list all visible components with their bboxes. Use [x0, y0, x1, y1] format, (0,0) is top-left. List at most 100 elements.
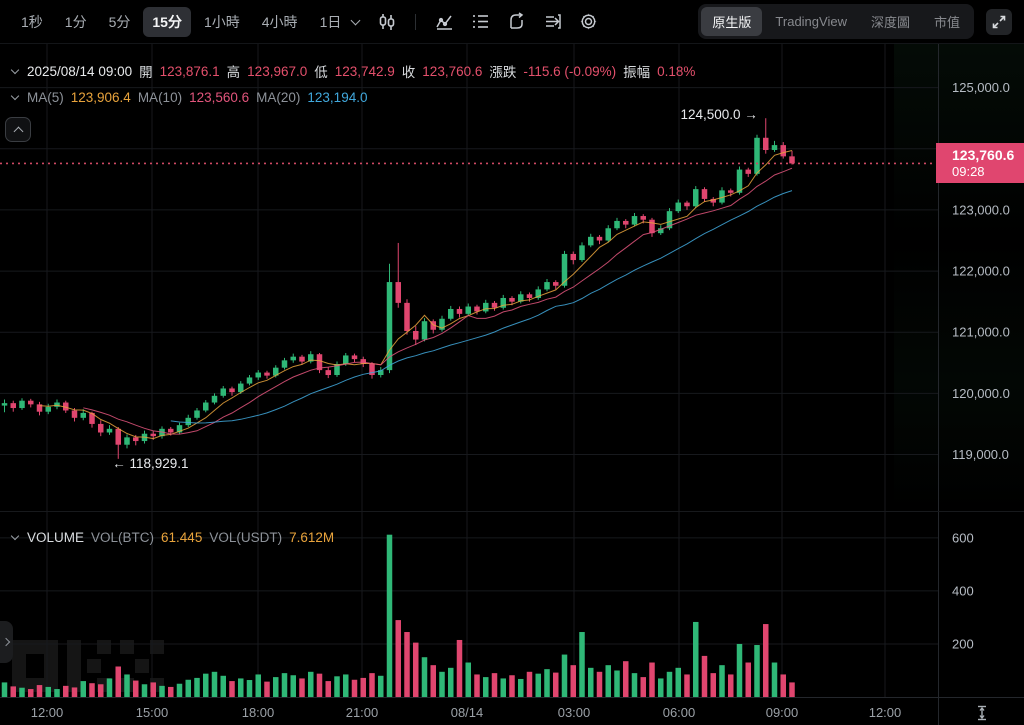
candle-body — [483, 302, 489, 312]
volume-bar — [36, 685, 43, 697]
volume-bar — [159, 685, 165, 697]
ma5-line — [39, 150, 793, 440]
volume-bar — [360, 677, 366, 697]
candle-body — [701, 189, 708, 199]
volume-bar — [526, 671, 533, 697]
view-tab[interactable]: 原生版 — [701, 7, 763, 36]
volume-bar — [185, 679, 191, 697]
volume-bar — [404, 632, 410, 697]
ma-collapse-icon[interactable] — [10, 91, 20, 101]
legend-collapse-icon[interactable] — [10, 65, 20, 74]
candle-body — [666, 211, 673, 229]
volume-bar — [28, 689, 34, 697]
time-tick-label: 15:00 — [136, 705, 169, 720]
volume-bar — [561, 654, 568, 697]
volume-bar — [684, 674, 690, 697]
candle-body — [1, 403, 8, 406]
close-label: 收 — [401, 65, 416, 80]
open-label: 開 — [139, 65, 153, 80]
candle-body — [623, 220, 629, 225]
candle-body — [561, 253, 568, 286]
low-value: 123,742.9 — [334, 63, 395, 79]
last-price-badge[interactable]: 123,760.6 09:28 — [936, 143, 1024, 184]
volume-bar — [89, 683, 95, 697]
candle-body — [754, 137, 760, 174]
view-tab[interactable]: 市值 — [923, 7, 971, 36]
volume-bar — [395, 620, 401, 697]
timeframe-button[interactable]: 1分 — [56, 7, 96, 37]
price-tick-label: 123,000.0 — [952, 202, 1010, 217]
volume-bar — [98, 684, 104, 697]
candle-body — [404, 302, 410, 331]
candle-body — [343, 355, 349, 365]
volume-bar — [194, 677, 200, 697]
timeframe-button[interactable]: 4小時 — [253, 7, 307, 37]
timeframe-button[interactable]: 1秒 — [12, 7, 52, 37]
volume-bar — [369, 673, 375, 697]
volume-bar — [763, 624, 769, 697]
candle-body — [369, 364, 375, 376]
volume-collapse-icon[interactable] — [10, 531, 20, 541]
price-tick-label: 125,000.0 — [952, 80, 1010, 95]
candle-body — [28, 400, 34, 405]
ma10-value: 123,560.6 — [189, 90, 250, 105]
volume-bar — [728, 674, 734, 697]
candle-body — [518, 294, 524, 302]
volume-bar — [789, 682, 795, 697]
candle-body — [579, 245, 585, 261]
candle-body — [378, 370, 384, 376]
candle-body — [36, 404, 43, 412]
display-settings-icon[interactable] — [470, 12, 490, 32]
volume-bar — [491, 673, 498, 697]
side-panel-handle[interactable] — [0, 621, 13, 663]
candle-body — [98, 423, 104, 433]
high-price-annotation: 124,500.0 → — [680, 107, 757, 122]
view-tab[interactable]: 深度圖 — [860, 7, 921, 36]
candle-body — [588, 236, 594, 246]
candle-body — [133, 437, 139, 442]
volume-bar — [273, 677, 279, 697]
view-tab[interactable]: TradingView — [764, 9, 858, 34]
volume-bar — [264, 681, 270, 697]
low-label: 低 — [314, 65, 328, 80]
timeframe-group: 1秒 1分 5分 15分 1小時 4小時 1日 — [12, 6, 351, 37]
timeframe-button[interactable]: 15分 — [143, 6, 191, 37]
pane-collapse-button[interactable] — [5, 117, 31, 142]
candle-body — [124, 437, 130, 445]
settings-icon[interactable] — [578, 12, 598, 32]
indicators-icon[interactable] — [434, 12, 454, 32]
timeframe-button[interactable]: 1日 — [311, 7, 351, 37]
volume-bar — [351, 679, 358, 697]
candle-body — [360, 359, 366, 365]
candle-body — [596, 236, 603, 241]
volume-bar — [133, 680, 139, 697]
volume-bar — [124, 674, 130, 697]
volume-bar — [588, 667, 594, 697]
timeframe-button[interactable]: 5分 — [100, 7, 140, 37]
volume-bar — [448, 667, 454, 697]
volume-bar — [439, 671, 445, 697]
volume-bar — [710, 673, 716, 697]
candle-body — [19, 400, 25, 409]
fullscreen-icon[interactable] — [986, 8, 1012, 35]
candle-datetime: 2025/08/14 09:00 — [27, 63, 133, 79]
candle-body — [649, 219, 655, 234]
volume-bar — [334, 676, 340, 697]
ma20-line — [170, 190, 793, 424]
candlestick-chart-icon[interactable] — [377, 12, 397, 32]
volume-bar — [421, 657, 428, 697]
time-tick-label: 09:00 — [766, 705, 799, 720]
export-icon[interactable] — [542, 12, 562, 32]
volume-tick-label: 400 — [952, 583, 974, 598]
timeframe-button[interactable]: 1小時 — [195, 7, 249, 37]
scale-adjust-icon[interactable] — [972, 703, 992, 723]
replay-icon[interactable] — [506, 12, 526, 32]
candle-body — [106, 428, 113, 433]
candle-body — [614, 220, 620, 229]
timeframe-dropdown-chevron-icon[interactable] — [350, 15, 361, 25]
volume-bar — [745, 662, 751, 697]
volume-bar — [115, 666, 121, 697]
volume-bar — [666, 671, 673, 697]
